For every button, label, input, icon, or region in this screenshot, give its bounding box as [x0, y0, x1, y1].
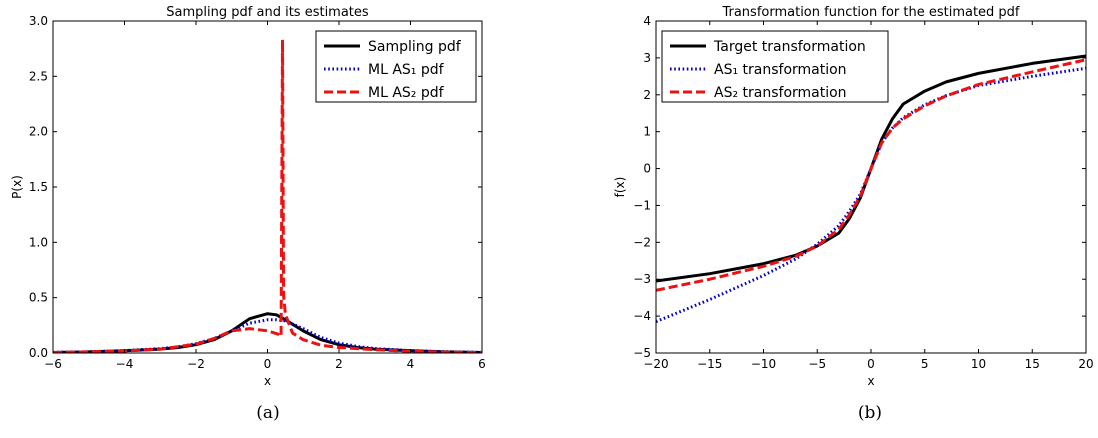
y-tick-label: 1	[643, 125, 651, 139]
series-line-1	[53, 318, 482, 353]
y-tick-label: −1	[633, 198, 651, 212]
legend: Sampling pdf ML AS₁ pdf ML AS₂ pdf	[315, 30, 477, 103]
x-axis-label: x	[867, 374, 874, 388]
x-tick-label: 2	[335, 357, 343, 371]
y-tick-label: 2	[643, 88, 651, 102]
y-tick-label: 0.0	[29, 346, 48, 360]
legend: Target transformation AS₁ transformation A…	[661, 30, 889, 103]
chart-title: Sampling pdf and its estimates	[166, 5, 369, 20]
x-tick-label: −4	[116, 357, 134, 371]
y-tick-label: −3	[633, 272, 651, 286]
y-axis-label: P(x)	[10, 175, 24, 199]
x-tick-label: 0	[867, 357, 875, 371]
legend-label-1: ML AS₁ pdf	[368, 62, 445, 78]
y-tick-label: −2	[633, 235, 651, 249]
series-line-2	[53, 38, 482, 353]
y-tick-label: 4	[643, 14, 651, 28]
x-tick-label: 4	[407, 357, 415, 371]
x-tick-label: −20	[643, 357, 668, 371]
legend-label-0: Target transformation	[713, 39, 866, 55]
caption-b: (b)	[858, 403, 882, 423]
x-tick-label: −10	[751, 357, 776, 371]
x-tick-label: 6	[478, 357, 486, 371]
y-tick-label: 3	[643, 51, 651, 65]
legend-label-0: Sampling pdf	[368, 39, 462, 55]
x-tick-label: 10	[971, 357, 986, 371]
chart-title: Transformation function for the estimate…	[721, 5, 1019, 20]
chart-transformation: −20 −15 −10 −5 0 5 10 15 20−5−4−3−2−101234Transf…	[613, 5, 1094, 388]
x-tick-label: 20	[1078, 357, 1093, 371]
x-tick-label: −6	[44, 357, 62, 371]
y-tick-label: 0.5	[29, 291, 48, 305]
series-line-2	[656, 58, 1086, 292]
y-axis-label: f(x)	[613, 177, 627, 198]
y-tick-label: −4	[633, 309, 651, 323]
legend-box	[315, 30, 477, 103]
legend-box	[661, 30, 889, 103]
chart-sampling-pdf: −6 −4 −2 0 2 4 6 0.0 0.5 1.0 1.5 2.0 2.5 3.0 Sampling …	[10, 5, 486, 388]
caption-a: (a)	[256, 403, 279, 423]
legend-label-2: AS₂ transformation	[714, 85, 847, 101]
y-tick-label: 1.5	[29, 180, 48, 194]
y-tick-label: 0	[643, 162, 651, 176]
x-tick-label: −2	[187, 357, 205, 371]
x-tick-label: 0	[264, 357, 272, 371]
series-line-1	[656, 66, 1086, 324]
y-tick-label: −5	[633, 346, 651, 360]
y-tick-label: 2.5	[29, 69, 48, 83]
x-tick-label: 5	[921, 357, 929, 371]
legend-label-1: AS₁ transformation	[714, 62, 847, 78]
y-tick-label: 1.0	[29, 235, 48, 249]
x-axis-label: x	[264, 374, 271, 388]
legend-label-2: ML AS₂ pdf	[368, 85, 445, 101]
x-tick-label: −15	[697, 357, 722, 371]
y-tick-label: 3.0	[29, 14, 48, 28]
y-tick-label: 2.0	[29, 125, 48, 139]
x-tick-label: 15	[1025, 357, 1040, 371]
x-tick-label: −5	[808, 357, 826, 371]
